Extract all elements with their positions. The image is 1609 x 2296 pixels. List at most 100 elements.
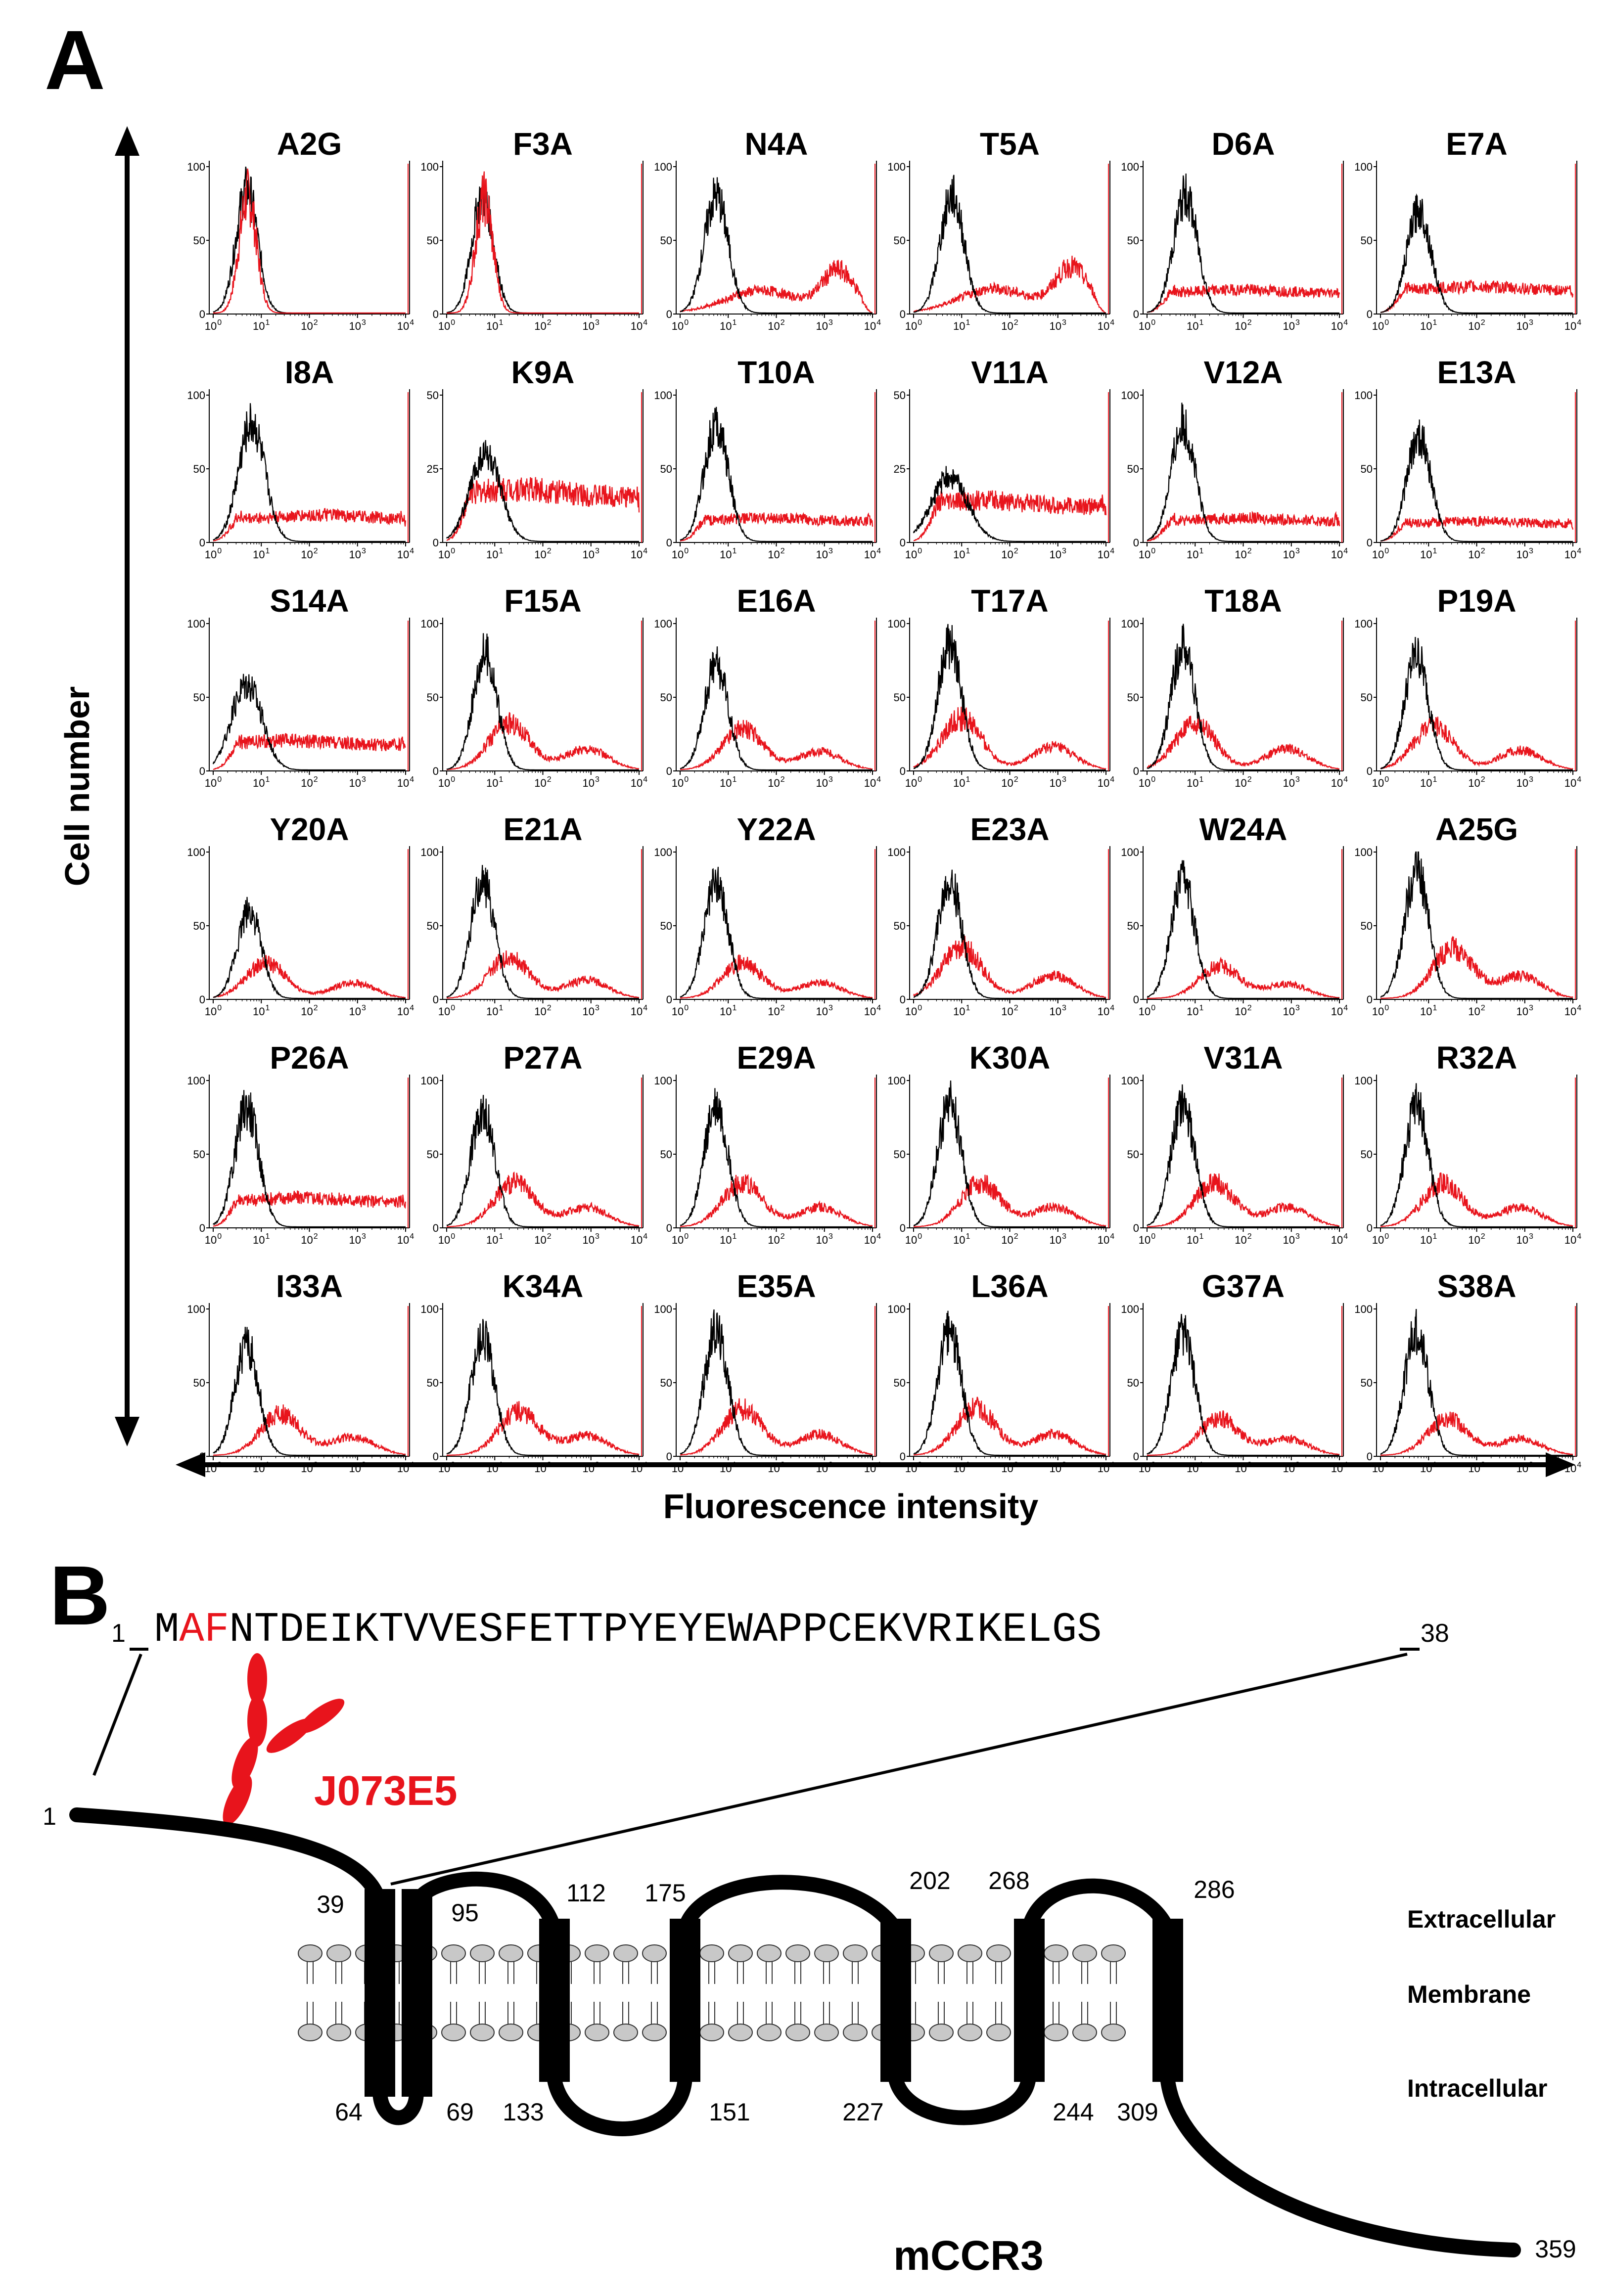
x-tick-label: 104: [1331, 775, 1348, 789]
x-tick-exponent: 2: [1481, 1004, 1485, 1012]
x-tick-label: 104: [397, 1232, 414, 1246]
control-trace: [680, 406, 873, 542]
x-tick-exponent: 2: [314, 1461, 318, 1469]
residue-39: 39: [317, 1891, 344, 1918]
control-trace: [213, 1327, 406, 1456]
x-tick-exponent: 4: [1110, 318, 1114, 327]
stained-trace: [913, 256, 1106, 314]
x-tick-label: 100: [672, 318, 689, 332]
x-tick-label: 101: [253, 775, 270, 789]
x-tick-label: 104: [397, 547, 414, 561]
x-tick-label: 100: [438, 547, 455, 561]
x-tick-exponent: 1: [266, 775, 270, 784]
x-tick-label: 103: [816, 1232, 833, 1246]
y-tick-label: 50: [660, 1377, 672, 1389]
x-tick-exponent: 3: [362, 318, 366, 327]
residue-202: 202: [909, 1867, 950, 1894]
lipid: [642, 1944, 667, 2041]
y-axis-label: Cell number: [58, 686, 96, 887]
x-tick-label: 102: [301, 1461, 318, 1475]
x-tick-label: 102: [1235, 318, 1251, 332]
sequence-end-number: 38: [1421, 1619, 1449, 1648]
stained-trace: [913, 490, 1107, 541]
control-trace: [913, 869, 1106, 999]
stained-trace: [446, 1171, 640, 1227]
x-tick-label: 102: [1001, 1461, 1018, 1475]
histogram-title: S38A: [1437, 1268, 1516, 1304]
x-tick-label: 104: [1098, 1232, 1114, 1246]
histogram-title: V12A: [1203, 355, 1283, 390]
x-tick-label: 103: [1050, 1461, 1066, 1475]
control-trace: [913, 1310, 1106, 1456]
y-tick-label: 0: [1133, 993, 1139, 1006]
y-tick-label: 100: [420, 618, 439, 630]
y-tick-label: 100: [654, 1075, 672, 1087]
x-tick-exponent: 1: [733, 1461, 737, 1469]
control-trace: [914, 1080, 1106, 1228]
histogram-title: E35A: [736, 1268, 816, 1304]
x-tick-label: 102: [1001, 1004, 1018, 1018]
residue-286: 286: [1194, 1876, 1235, 1903]
x-tick-exponent: 0: [451, 318, 455, 327]
x-tick-exponent: 3: [362, 1232, 366, 1241]
histogram-title: V31A: [1203, 1040, 1283, 1076]
y-tick-label: 0: [1367, 537, 1373, 549]
x-tick-exponent: 1: [733, 775, 737, 784]
y-tick-label: 100: [654, 846, 672, 858]
y-tick-label: 100: [1121, 618, 1139, 630]
y-tick-label: 100: [187, 846, 205, 858]
x-tick-label: 102: [768, 1232, 784, 1246]
y-tick-label: 0: [1367, 308, 1373, 320]
x-tick-exponent: 3: [595, 1004, 599, 1012]
x-tick-exponent: 1: [1199, 1004, 1204, 1012]
y-tick-label: 0: [666, 765, 672, 777]
x-tick-exponent: 2: [781, 1004, 785, 1012]
sequence-highlight: AF: [179, 1607, 229, 1654]
y-tick-label: 0: [1133, 1222, 1139, 1234]
x-tick-exponent: 1: [499, 318, 504, 327]
x-tick-label: 101: [486, 775, 503, 789]
x-tick-exponent: 0: [451, 1004, 455, 1012]
x-tick-label: 103: [1517, 1461, 1533, 1475]
x-tick-exponent: 3: [1529, 775, 1533, 784]
histogram-title: K9A: [511, 355, 574, 390]
x-tick-exponent: 3: [1295, 1461, 1300, 1469]
x-tick-label: 104: [1564, 1004, 1581, 1018]
stained-trace: [1147, 1410, 1340, 1456]
y-tick-label: 100: [887, 846, 906, 858]
x-tick-exponent: 4: [1343, 775, 1348, 784]
x-tick-label: 102: [301, 775, 318, 789]
x-tick-label: 101: [253, 1461, 270, 1475]
x-tick-label: 101: [1420, 1461, 1437, 1475]
x-tick-exponent: 2: [314, 547, 318, 555]
x-tick-exponent: 3: [1529, 1461, 1533, 1469]
y-tick-label: 0: [1367, 765, 1373, 777]
x-tick-label: 103: [349, 1461, 366, 1475]
x-tick-label: 101: [253, 547, 270, 561]
x-tick-label: 104: [1331, 318, 1348, 332]
x-tick-exponent: 0: [1151, 1004, 1155, 1012]
x-tick-exponent: 0: [217, 775, 222, 784]
y-tick-label: 0: [666, 993, 672, 1006]
x-tick-label: 100: [438, 1232, 455, 1246]
x-tick-exponent: 4: [1343, 318, 1348, 327]
x-tick-exponent: 0: [1384, 1232, 1389, 1241]
x-tick-label: 101: [1420, 1232, 1437, 1246]
x-tick-label: 102: [1235, 547, 1251, 561]
x-tick-exponent: 0: [1384, 318, 1389, 327]
x-tick-label: 101: [1420, 775, 1437, 789]
x-tick-label: 102: [1468, 1004, 1485, 1018]
tm-helix-7: [1152, 1919, 1183, 2082]
x-tick-exponent: 1: [966, 1004, 970, 1012]
x-tick-label: 103: [1050, 775, 1066, 789]
y-tick-label: 0: [199, 993, 205, 1006]
sequence-rest: NTDEIKTVVESFETTPYEYEWAPPCEKVRIKELGS: [229, 1607, 1102, 1654]
stained-trace: [1380, 1411, 1573, 1456]
